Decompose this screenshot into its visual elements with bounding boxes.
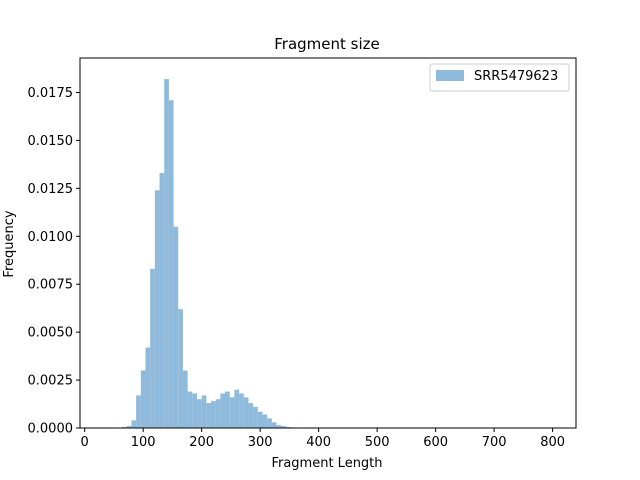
histogram-bar <box>159 173 165 428</box>
histogram-bar <box>248 403 254 428</box>
histogram-bar <box>211 401 216 428</box>
histogram-bar <box>164 79 169 429</box>
axes: 0 100 200 300 400 500 600 700 800 0.0000 0.0025 0.0… <box>28 57 577 450</box>
histogram-bar <box>206 403 212 428</box>
histogram-bar <box>154 190 160 428</box>
histogram-bar <box>253 406 258 428</box>
histogram-bar <box>131 420 137 428</box>
histogram-bar <box>239 393 244 428</box>
x-tick-label: 100 <box>131 435 156 450</box>
histogram-bar <box>145 347 151 428</box>
x-tick-label: 800 <box>540 435 565 450</box>
histogram-bar <box>178 309 183 428</box>
histogram-bar <box>234 389 240 428</box>
y-tick-label: 0.0175 <box>28 86 74 101</box>
x-tick-label: 400 <box>306 435 331 450</box>
histogram-bar <box>243 397 249 428</box>
y-tick-label: 0.0075 <box>28 278 74 293</box>
legend-swatch <box>436 70 464 81</box>
histogram-bar <box>276 425 282 428</box>
x-tick-label: 200 <box>189 435 214 450</box>
histogram-bar <box>136 395 141 428</box>
histogram-bar <box>173 226 179 428</box>
histogram-bar <box>187 391 193 428</box>
histogram-bar <box>281 426 286 428</box>
x-tick-label: 300 <box>248 435 273 450</box>
y-tick-label: 0.0050 <box>28 326 74 341</box>
histogram-bar <box>257 411 263 428</box>
histogram-bar <box>262 414 268 428</box>
x-tick-label: 600 <box>423 435 448 450</box>
histogram-bars <box>122 79 324 429</box>
histogram-bar <box>201 395 207 428</box>
y-tick-label: 0.0150 <box>28 134 74 149</box>
histogram-bar <box>225 391 230 428</box>
histogram-bar <box>267 418 272 428</box>
histogram-bar <box>140 370 146 428</box>
y-tick-label: 0.0025 <box>28 374 74 389</box>
x-tick-label: 500 <box>365 435 390 450</box>
histogram-bar <box>229 397 235 428</box>
x-tick-label: 0 <box>81 435 89 450</box>
histogram-bar <box>126 426 132 428</box>
histogram-bar <box>196 399 202 428</box>
histogram-bar <box>271 422 277 428</box>
y-tick-label: 0.0000 <box>28 422 74 437</box>
histogram-bar <box>220 393 226 428</box>
histogram-bar <box>192 393 197 428</box>
y-tick-label: 0.0125 <box>28 182 74 197</box>
y-axis-label: Frequency <box>2 210 17 277</box>
chart-title: Fragment size <box>274 35 380 53</box>
histogram-bar <box>150 268 155 428</box>
x-tick-label: 700 <box>482 435 507 450</box>
plot-frame <box>79 57 577 429</box>
y-tick-label: 0.0100 <box>28 230 74 245</box>
histogram-bar <box>215 399 221 428</box>
legend-label: SRR5479623 <box>474 69 558 84</box>
legend-box <box>429 63 570 92</box>
x-axis-label: Fragment Length <box>271 456 382 471</box>
legend: SRR5479623 <box>429 63 570 92</box>
histogram-bar <box>182 370 188 428</box>
histogram-bar <box>168 100 174 429</box>
